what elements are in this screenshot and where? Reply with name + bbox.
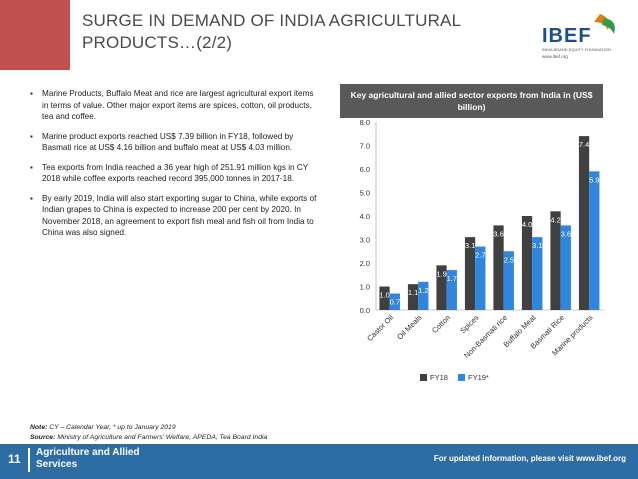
chart-title-text: Key agricultural and allied sector expor… xyxy=(350,90,593,112)
source-label: Source: xyxy=(30,434,56,441)
bullet-item: Marine product exports reached US$ 7.39 … xyxy=(30,131,320,154)
category-label: Spices xyxy=(458,313,480,335)
header: SURGE IN DEMAND OF INDIA AGRICULTURAL PR… xyxy=(0,0,638,75)
bullet-item: Marine Products, Buffalo Meat and rice a… xyxy=(30,88,320,123)
y-tick-label: 3.0 xyxy=(360,236,370,245)
logo-swoosh xyxy=(594,14,609,30)
sector-line-1: Agriculture and Allied xyxy=(36,447,140,458)
bar-fy18 xyxy=(550,211,561,310)
bullet-item: Tea exports from India reached a 36 year… xyxy=(30,162,320,185)
sector-line-2: Services xyxy=(36,459,78,470)
legend-label: FY19* xyxy=(468,373,489,382)
legend-swatch xyxy=(420,374,427,381)
data-label: 1.2 xyxy=(418,286,428,295)
y-tick-label: 1.0 xyxy=(360,283,370,292)
data-label: 3.6 xyxy=(561,229,571,238)
legend-label: FY18 xyxy=(430,373,448,382)
page-title: SURGE IN DEMAND OF INDIA AGRICULTURAL PR… xyxy=(82,10,482,54)
data-label: 1.7 xyxy=(447,274,457,283)
footer-divider xyxy=(28,448,30,472)
footer-link[interactable]: For updated information, please visit ww… xyxy=(433,454,626,463)
logo-text: IBEF xyxy=(542,25,592,47)
page-number: 11 xyxy=(8,452,21,466)
sector-name: Agriculture and Allied Services xyxy=(36,447,176,471)
y-tick-label: 0.0 xyxy=(360,306,370,315)
data-label: 2.7 xyxy=(475,251,485,260)
bar-fy19 xyxy=(532,237,543,310)
footer xyxy=(0,444,638,479)
bar-fy19 xyxy=(446,270,457,310)
bar-fy19 xyxy=(418,281,429,310)
data-label: 2.5 xyxy=(504,255,514,264)
source-text: Ministry of Agriculture and Farmers' Wel… xyxy=(57,434,268,441)
bar-fy19 xyxy=(389,293,400,310)
data-label: 4.2 xyxy=(550,215,560,224)
bar-fy18 xyxy=(521,216,533,310)
legend-swatch xyxy=(458,374,465,381)
y-tick-label: 6.0 xyxy=(360,165,370,174)
chart-title: Key agricultural and allied sector expor… xyxy=(340,84,603,118)
data-label: 0.7 xyxy=(390,298,400,307)
y-tick-label: 4.0 xyxy=(360,212,370,221)
data-label: 4.0 xyxy=(522,220,532,229)
bar-fy19 xyxy=(503,251,514,310)
title-line-2: PRODUCTS…(2/2) xyxy=(82,33,233,52)
bar-fy18 xyxy=(407,284,419,310)
bar-fy18 xyxy=(493,225,504,310)
y-tick-label: 5.0 xyxy=(360,189,370,198)
y-tick-label: 2.0 xyxy=(360,259,370,268)
data-label: 3.1 xyxy=(465,241,475,250)
bar-fy19 xyxy=(560,225,571,310)
bar-fy18 xyxy=(578,136,590,310)
bar-fy19 xyxy=(475,246,486,310)
exports-bar-chart: 0.01.02.03.04.05.06.07.08.01.00.7Castor … xyxy=(360,118,604,382)
y-tick-label: 7.0 xyxy=(360,142,370,151)
note-block: Note: CY – Calendar Year, * up to Januar… xyxy=(30,423,267,443)
ibef-logo[interactable]: IBEF INDIA BRAND EQUITY FOUNDATION www.i… xyxy=(530,12,630,62)
logo-tagline: INDIA BRAND EQUITY FOUNDATION xyxy=(542,47,611,52)
category-label: Castor Oil xyxy=(365,313,395,343)
bar-fy19 xyxy=(589,171,600,310)
category-label: Cotton xyxy=(430,313,452,335)
logo-url: www.ibef.org xyxy=(542,54,568,59)
data-label: 7.4 xyxy=(579,140,589,149)
y-tick-label: 8.0 xyxy=(360,118,370,127)
data-label: 5.9 xyxy=(589,175,599,184)
note-label: Note: xyxy=(30,424,48,431)
data-label: 3.1 xyxy=(532,241,542,250)
bullet-item: By early 2019, India will also start exp… xyxy=(30,193,320,239)
data-label: 3.6 xyxy=(493,229,503,238)
note-text: CY – Calendar Year, * up to January 2019 xyxy=(49,424,176,431)
header-accent-bar xyxy=(0,0,70,70)
data-label: 1.0 xyxy=(379,291,389,300)
data-label: 1.1 xyxy=(408,288,418,297)
title-line-1: SURGE IN DEMAND OF INDIA AGRICULTURAL xyxy=(82,11,462,30)
bar-fy18 xyxy=(464,237,476,310)
bullet-list: Marine Products, Buffalo Meat and rice a… xyxy=(30,88,320,247)
bar-fy18 xyxy=(436,265,447,310)
bar-fy18 xyxy=(379,286,390,310)
category-label: Oil Meals xyxy=(395,313,424,342)
data-label: 1.9 xyxy=(436,269,446,278)
